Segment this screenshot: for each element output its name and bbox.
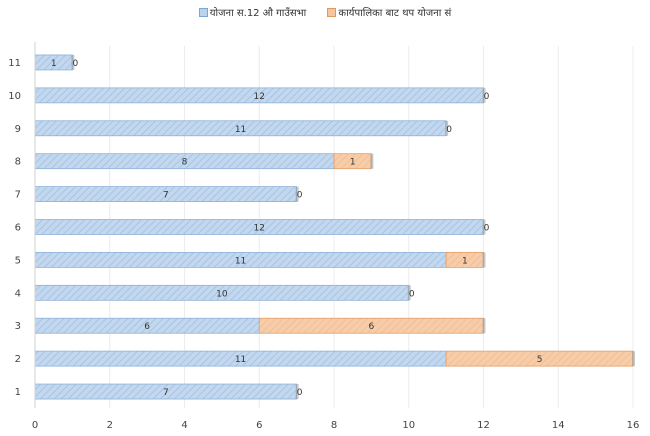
bar-end-cap [370, 153, 374, 169]
bar-end-cap [482, 318, 486, 334]
data-label-series-2: 1 [462, 256, 468, 266]
x-tick-label: 14 [552, 420, 565, 431]
legend-label-series-1: योजना स.12 औ गाउँसभा [209, 8, 307, 19]
data-label-series-2: 0 [297, 191, 303, 201]
data-label-series-1: 11 [235, 355, 246, 365]
data-label-series-2: 0 [409, 289, 415, 299]
x-tick-label: 6 [256, 420, 262, 431]
bar-end-cap [632, 351, 635, 367]
data-label-series-1: 1 [51, 59, 57, 69]
data-label-series-1: 6 [144, 322, 150, 332]
bar-end-cap [482, 219, 486, 235]
data-label-series-1: 8 [182, 158, 188, 168]
data-label-series-2: 1 [350, 158, 356, 168]
bar-end-cap [295, 384, 299, 400]
bars [34, 54, 635, 400]
legend-item-series-2: कार्यपालिका बाट थप योजना सं [327, 5, 451, 19]
data-label-series-2: 6 [369, 322, 375, 332]
y-tick-label: 2 [15, 354, 21, 365]
chart-legend: योजना स.12 औ गाउँसभा कार्यपालिका बाट थप … [0, 5, 650, 20]
y-tick-label: 11 [8, 58, 21, 69]
legend-item-series-1: योजना स.12 औ गाउँसभा [198, 5, 307, 19]
data-label-series-1: 12 [254, 92, 265, 102]
y-tick-label: 8 [15, 157, 21, 168]
y-tick-label: 1 [15, 387, 21, 398]
data-label-series-1: 7 [163, 388, 169, 398]
data-labels: 7 011 56 610 011 112 07 08 111 012 01 0 [51, 59, 543, 398]
data-label-series-1: 12 [254, 224, 265, 234]
data-label-series-1: 11 [235, 125, 246, 135]
data-label-series-2: 5 [537, 355, 543, 365]
y-tick-label: 6 [15, 223, 21, 234]
y-tick-label: 4 [15, 288, 21, 299]
bar-end-cap [71, 54, 75, 70]
data-label-series-1: 10 [216, 289, 228, 299]
data-label-series-2: 0 [73, 59, 79, 69]
legend-swatch-series-2 [327, 7, 337, 17]
data-label-series-1: 11 [235, 256, 246, 266]
x-tick-label: 10 [402, 420, 415, 431]
data-label-series-2: 0 [446, 125, 452, 135]
bar-end-cap [482, 252, 486, 268]
y-tick-label: 5 [15, 255, 21, 266]
bar-end-cap [407, 285, 411, 301]
x-tick-label: 16 [627, 420, 640, 431]
y-tick-label: 9 [15, 124, 21, 135]
data-label-series-1: 7 [163, 191, 169, 201]
bar-end-cap [295, 186, 299, 202]
data-label-series-2: 0 [484, 92, 490, 102]
y-tick-label: 3 [15, 321, 21, 332]
y-tick-label: 10 [8, 91, 21, 102]
legend-label-series-2: कार्यपालिका बाट थप योजना सं [338, 8, 452, 19]
x-tick-label: 8 [331, 420, 337, 431]
bar-end-cap [445, 120, 449, 136]
x-tick-label: 0 [32, 420, 38, 431]
x-tick-label: 2 [107, 420, 113, 431]
data-label-series-2: 0 [484, 224, 490, 234]
x-tick-label: 4 [181, 420, 187, 431]
legend-swatch-series-1 [198, 7, 208, 17]
x-tick-label: 12 [477, 420, 490, 431]
data-label-series-2: 0 [297, 388, 303, 398]
y-tick-label: 7 [15, 190, 21, 201]
bar-end-cap [482, 87, 486, 103]
